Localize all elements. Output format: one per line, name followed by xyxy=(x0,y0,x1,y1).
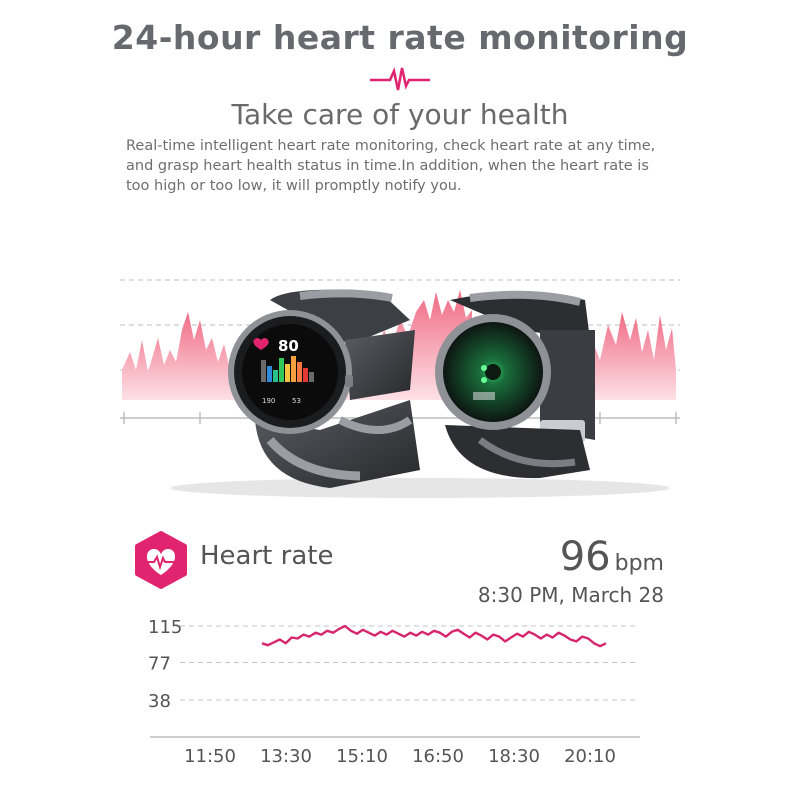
heart-rate-icon xyxy=(135,531,187,589)
page-title: 24-hour heart rate monitoring xyxy=(111,18,689,57)
bpm-value: 96 xyxy=(559,534,611,580)
x-tick-label: 18:30 xyxy=(488,746,540,767)
x-tick-label: 15:10 xyxy=(336,746,388,767)
x-tick-label: 11:50 xyxy=(184,746,236,767)
x-tick-label: 16:50 xyxy=(412,746,464,767)
watch-heart-value: 80 xyxy=(278,337,299,355)
hero-illustration: 80 190 53 xyxy=(120,279,680,498)
y-tick-label: 77 xyxy=(148,654,171,675)
page-subtitle: Take care of your health xyxy=(231,98,569,131)
x-tick-label: 20:10 xyxy=(564,746,616,767)
heart-rate-label: Heart rate xyxy=(200,541,334,571)
watch-shadow xyxy=(170,478,670,498)
y-tick-label: 38 xyxy=(148,691,171,712)
bpm-readout: 96 bpm xyxy=(560,534,664,580)
watch-rear xyxy=(435,290,595,479)
heart-rate-timestamp: 8:30 PM, March 28 xyxy=(477,583,664,607)
heart-rate-chart: 115 77 38 11:50 13:30 15:10 16:50 18:30 20:10 xyxy=(148,617,640,767)
heart-wave-right xyxy=(585,312,676,400)
watch-max-value: 190 xyxy=(262,397,275,405)
description-line: Real-time intelligent heart rate monitor… xyxy=(126,138,656,154)
y-tick-label: 115 xyxy=(148,617,182,638)
description-line: too high or too low, it will promptly no… xyxy=(126,178,462,194)
x-tick-label: 13:30 xyxy=(260,746,312,767)
watch-front: 80 190 53 xyxy=(228,289,420,488)
bpm-unit: bpm xyxy=(614,551,664,576)
pulse-icon xyxy=(370,66,430,91)
heart-wave-left xyxy=(122,312,250,400)
description: Real-time intelligent heart rate monitor… xyxy=(126,136,686,196)
watch-min-value: 53 xyxy=(292,397,301,405)
description-line: and grasp heart health status in time.In… xyxy=(126,158,649,174)
series-line xyxy=(261,624,607,648)
